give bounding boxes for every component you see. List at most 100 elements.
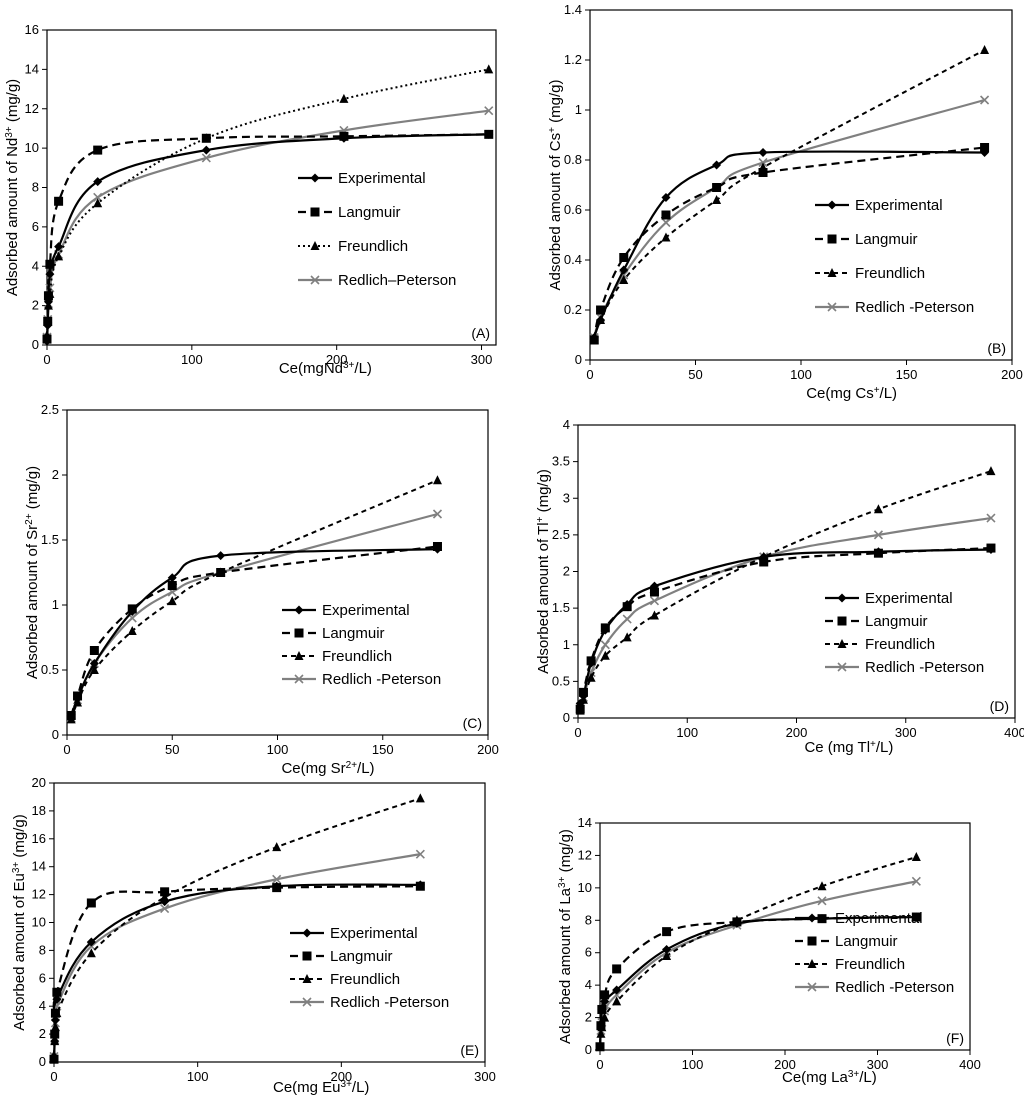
legend-label-experimental: Experimental [338,170,426,187]
legend-marker-redlich [827,302,837,312]
legend-label-redlich: Redlich–Peterson [338,272,456,289]
data-point-freundlich [86,948,96,958]
y-tick-label: 0 [39,1054,46,1069]
data-point-freundlich [612,996,622,1006]
legend-label-langmuir: Langmuir [338,204,401,221]
data-point-experimental [649,581,659,591]
legend-label-experimental: Experimental [835,910,923,927]
data-point-experimental [612,985,622,995]
chart-panel-a: 0 100 200 300 0 2 4 6 8 10 12 14 16 Ce(mgNd3+/L) Adsor… [4,22,497,377]
x-tick-label: 100 [790,367,812,382]
legend: Experimental Langmuir Freundlich Redlich -P… [795,910,954,996]
y-tick-label: 0.2 [564,302,582,317]
data-point-experimental [759,552,769,562]
data-point-redlich [649,596,660,606]
series-line-freundlich [46,68,489,336]
data-point-experimental [73,694,83,704]
x-axis-label: Ce(mg La3+/L) [782,1069,877,1087]
data-point-langmuir [52,987,62,997]
data-point-experimental [45,269,55,279]
legend-label-experimental: Experimental [322,602,410,619]
legend: Experimental Langmuir Freundlich Redlich -P… [825,590,984,676]
chart-panel-f: 0 100 200 300 400 0 2 4 6 8 10 12 14 Ce(mg La3+/L) Ads… [557,815,981,1086]
data-point-redlich [911,876,921,886]
series-langmuir [66,542,442,720]
data-point-redlich [432,509,443,519]
data-point-freundlich [339,93,349,103]
legend-marker-experimental [294,605,304,615]
y-tick-label: 1.5 [41,532,59,547]
y-tick-label: 4 [585,977,592,992]
y-tick-label: 1 [52,597,59,612]
legend-marker-freundlich [310,241,320,250]
legend-label-experimental: Experimental [855,197,943,214]
panel-label: (C) [463,715,482,731]
series-line-experimental [45,133,489,342]
x-tick-label: 0 [63,742,70,757]
data-point-freundlich [93,198,103,208]
panel-label: (F) [946,1030,964,1046]
data-point-experimental [758,148,768,157]
legend-label-langmuir: Langmuir [322,625,385,642]
y-tick-label: 1 [563,637,570,652]
data-point-experimental [595,1042,605,1052]
panel-label: (A) [471,325,490,341]
data-point-freundlich [54,251,64,261]
x-tick-label: 0 [586,367,593,382]
data-point-experimental [586,658,596,668]
y-axis-label: Adsorbed amount of Nd3+ (mg/g) [4,79,22,296]
data-point-langmuir [216,568,226,577]
y-tick-label: 6 [39,970,46,985]
y-tick-label: 0.8 [564,152,582,167]
data-point-freundlich [415,793,425,803]
x-tick-label: 200 [477,742,499,757]
series-line-experimental [593,150,985,338]
data-point-experimental [986,545,996,555]
data-point-freundlich [484,64,494,74]
data-point-freundlich [127,626,137,635]
x-tick-label: 150 [896,367,918,382]
x-tick-label: 200 [774,1057,796,1072]
y-tick-label: 8 [585,912,592,927]
y-tick-label: 0 [575,352,582,367]
legend-marker-freundlich [302,974,312,983]
x-tick-label: 300 [471,352,493,367]
series-line-experimental [579,548,991,704]
y-axis-label: Adsorbed amount of Eu3+ (mg/g) [11,814,29,1031]
series-line-langmuir [579,546,992,710]
legend-label-freundlich: Freundlich [835,956,905,973]
data-point-langmuir [596,305,606,315]
chart-panel-e: 0 100 200 300 0 2 4 6 8 10 12 14 16 18 20 Ce(mg Eu3+/L)… [11,775,496,1096]
data-point-experimental [54,242,64,252]
data-point-experimental [597,1004,607,1014]
data-point-freundlich [986,466,996,476]
data-point-freundlich [911,852,921,862]
x-axis-label: Ce(mg Cs+/L) [806,385,897,403]
x-tick-label: 100 [676,725,698,740]
y-tick-label: 3.5 [552,454,570,469]
legend-marker-freundlich [837,639,847,648]
y-tick-label: 0 [585,1042,592,1057]
series-experimental [589,148,990,342]
legend-label-langmuir: Langmuir [330,948,393,965]
y-tick-label: 2.5 [41,402,59,417]
legend-marker-langmuir [807,936,817,946]
data-point-experimental [911,912,921,922]
chart-panel-b: 0 50 100 150 200 0 0.2 0.4 0.6 0.8 1 1.2 1.4 Ce(mg Cs… [547,2,1023,402]
data-point-langmuir [50,1008,60,1018]
data-point-freundlich [272,842,282,852]
legend-label-langmuir: Langmuir [835,933,898,950]
data-point-langmuir [160,887,170,897]
data-point-experimental [596,315,606,325]
data-point-freundlich [712,195,722,204]
legend: Experimental Langmuir Freundlich Redlich -P… [290,925,449,1011]
data-point-experimental [578,691,588,701]
y-tick-label: 0 [563,710,570,725]
x-tick-label: 200 [326,352,348,367]
y-tick-label: 10 [25,140,39,155]
data-point-langmuir [600,990,610,1000]
data-point-redlich [873,530,884,540]
x-tick-label: 100 [187,1069,209,1084]
data-point-langmuir [619,253,629,262]
legend-marker-freundlich [827,268,837,277]
